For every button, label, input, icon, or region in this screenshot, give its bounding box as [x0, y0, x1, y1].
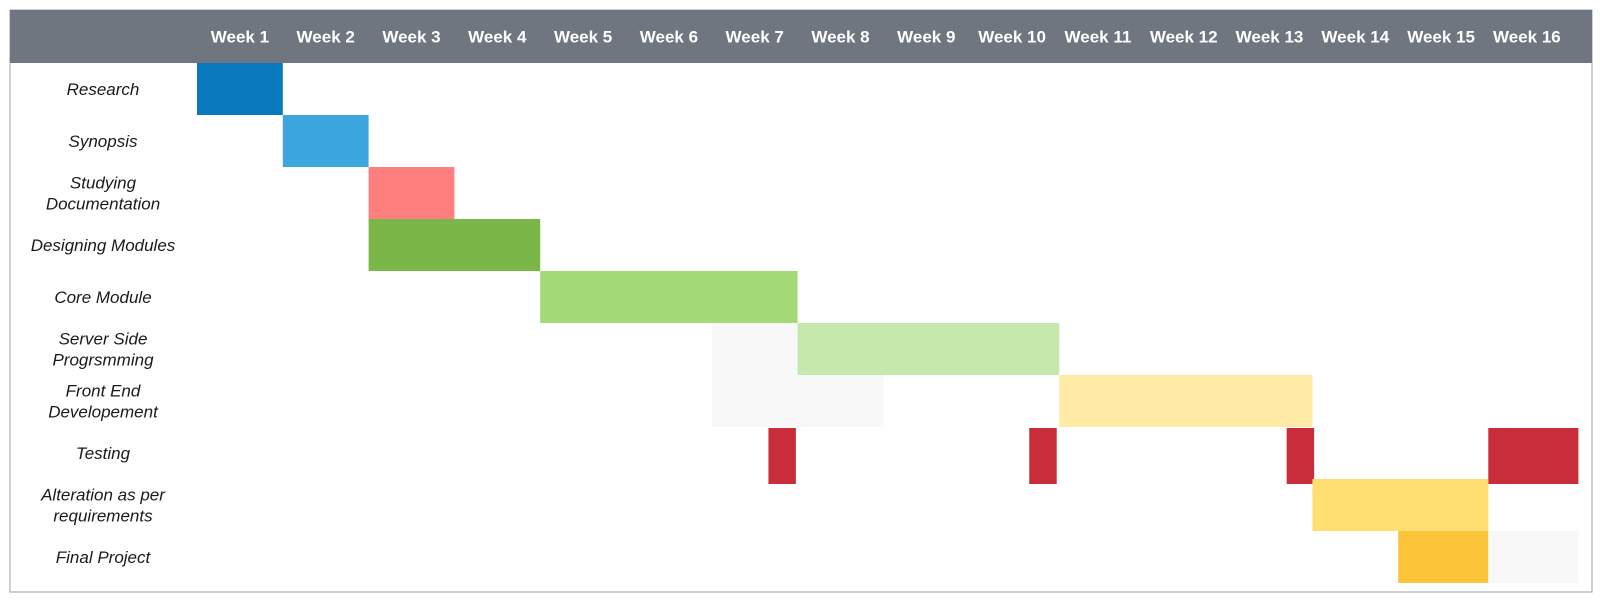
task-label: Alteration as per: [40, 486, 166, 505]
task-label: Synopsis: [69, 132, 138, 151]
task-bar: [1029, 428, 1057, 484]
task-label: Front End: [66, 382, 141, 401]
task-row: Server Side Progrsmming: [52, 323, 1060, 375]
task-label: Designing Modules: [31, 236, 176, 255]
task-bar: [540, 271, 798, 323]
week-header-label: Week 13: [1236, 28, 1304, 47]
week-header-label: Week 1: [211, 28, 269, 47]
task-bar: [368, 167, 455, 219]
week-header-label: Week 11: [1065, 28, 1132, 47]
task-row: Studying Documentation: [46, 167, 455, 219]
week-header-label: Week 3: [382, 28, 440, 47]
week-header-label: Week 7: [726, 28, 784, 47]
task-bar: [1488, 428, 1579, 484]
task-row: Final Project: [56, 531, 1579, 583]
task-label: requirements: [53, 507, 153, 526]
task-rows: Research Synopsis Studying Documentation Des…: [31, 63, 1579, 583]
task-bar: [197, 63, 283, 115]
task-bar: [711, 375, 884, 427]
task-bar: [711, 323, 798, 375]
task-row: Core Module: [54, 271, 798, 323]
task-label: Final Project: [56, 548, 152, 567]
week-header-label: Week 4: [468, 28, 527, 47]
week-header-label: Week 15: [1407, 28, 1475, 47]
week-header-label: Week 12: [1150, 28, 1218, 47]
week-header-label: Week 8: [811, 28, 869, 47]
week-header-label: Week 9: [897, 28, 955, 47]
task-bar: [282, 115, 369, 167]
task-row: Alteration as per requirements: [40, 479, 1489, 531]
task-label: Progrsmming: [52, 351, 154, 370]
header-band: [10, 10, 1592, 63]
task-row: Research: [67, 63, 283, 115]
task-label: Server Side: [59, 330, 148, 349]
task-bar: [1059, 375, 1313, 427]
task-bar: [1286, 428, 1315, 484]
task-bar: [797, 323, 1060, 375]
task-label: Core Module: [54, 288, 151, 307]
task-label: Documentation: [46, 195, 160, 214]
task-bar: [1398, 531, 1489, 583]
week-header-label: Week 5: [554, 28, 612, 47]
task-row: Testing: [76, 428, 1579, 484]
task-row: Designing Modules: [31, 219, 541, 271]
week-header: Week 1 Week 2 Week 3 Week 4 Week 5 Week 6 Week…: [211, 28, 1561, 47]
task-row: Front End Developement: [48, 375, 1313, 427]
task-bar: [1312, 479, 1489, 531]
task-label: Studying: [70, 174, 137, 193]
task-row: Synopsis: [69, 115, 369, 167]
task-bar: [768, 428, 796, 484]
task-label: Research: [67, 80, 140, 99]
task-label: Developement: [48, 403, 159, 422]
week-header-label: Week 14: [1321, 28, 1389, 47]
task-bar: [368, 219, 541, 271]
week-header-label: Week 2: [297, 28, 355, 47]
week-header-label: Week 6: [640, 28, 698, 47]
task-label: Testing: [76, 444, 131, 463]
week-header-label: Week 10: [978, 28, 1046, 47]
task-bar: [1488, 531, 1579, 583]
week-header-label: Week 16: [1493, 28, 1561, 47]
